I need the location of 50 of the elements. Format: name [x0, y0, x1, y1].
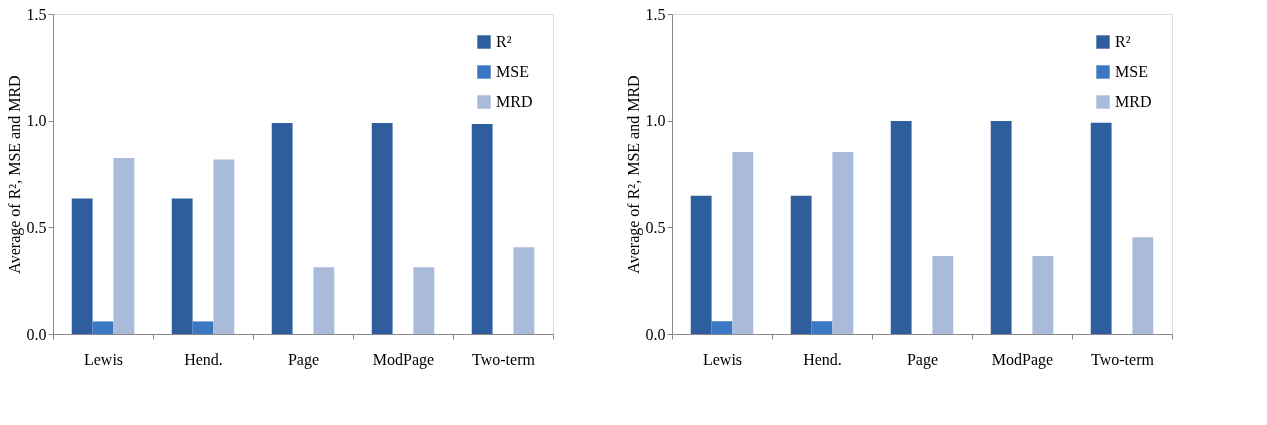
y-tick-label: 1.0: [645, 112, 666, 130]
y-axis-title: Average of R², MSE and MRD: [5, 75, 24, 274]
bar: [732, 152, 754, 334]
bar: [1032, 255, 1054, 334]
bar: [371, 123, 393, 334]
bar: [271, 123, 293, 334]
y-tick-label: 0.5: [645, 218, 666, 236]
legend-label: MRD: [1115, 93, 1152, 110]
x-tick-label: Two-term: [1091, 350, 1155, 368]
legend-label: R²: [496, 33, 512, 50]
bar: [890, 121, 912, 334]
bar: [1132, 237, 1154, 334]
y-axis-title: Average of R², MSE and MRD: [624, 75, 643, 274]
y-tick-label: 0.0: [26, 325, 47, 343]
x-tick-label: Page: [906, 350, 939, 369]
x-tick-label: Lewis: [702, 350, 743, 368]
bar: [71, 198, 93, 334]
x-tick-label: Page: [287, 350, 320, 369]
bar: [711, 321, 733, 334]
bar: [690, 195, 712, 334]
bar: [192, 321, 214, 334]
y-tick-label: 1.5: [26, 5, 47, 23]
x-tick-label: Two-term: [472, 350, 536, 368]
bar: [790, 195, 812, 334]
bar: [413, 267, 435, 334]
bar: [171, 198, 193, 334]
bar: [811, 321, 833, 334]
y-tick-label: 1.5: [645, 5, 666, 23]
y-tick-label: 0.5: [26, 218, 47, 236]
y-tick-label: 1.0: [26, 112, 47, 130]
bar: [1090, 122, 1112, 334]
x-tick-label: Hend.: [803, 350, 842, 368]
legend-label: MRD: [496, 93, 533, 110]
bar: [213, 159, 235, 334]
bar: [513, 247, 535, 334]
bar: [990, 121, 1012, 334]
x-tick-label: Lewis: [83, 350, 124, 368]
legend-label: MSE: [496, 63, 529, 80]
x-tick-label: ModPage: [372, 350, 435, 369]
legend-label: R²: [1115, 33, 1131, 50]
y-tick-label: 0.0: [645, 325, 666, 343]
bar: [92, 321, 114, 334]
bar: [113, 158, 135, 334]
bar: [832, 152, 854, 334]
bar: [932, 255, 954, 334]
bar: [313, 267, 335, 334]
x-tick-label: ModPage: [991, 350, 1054, 369]
x-tick-label: Hend.: [184, 350, 223, 368]
bar: [471, 124, 493, 334]
legend-label: MSE: [1115, 63, 1148, 80]
